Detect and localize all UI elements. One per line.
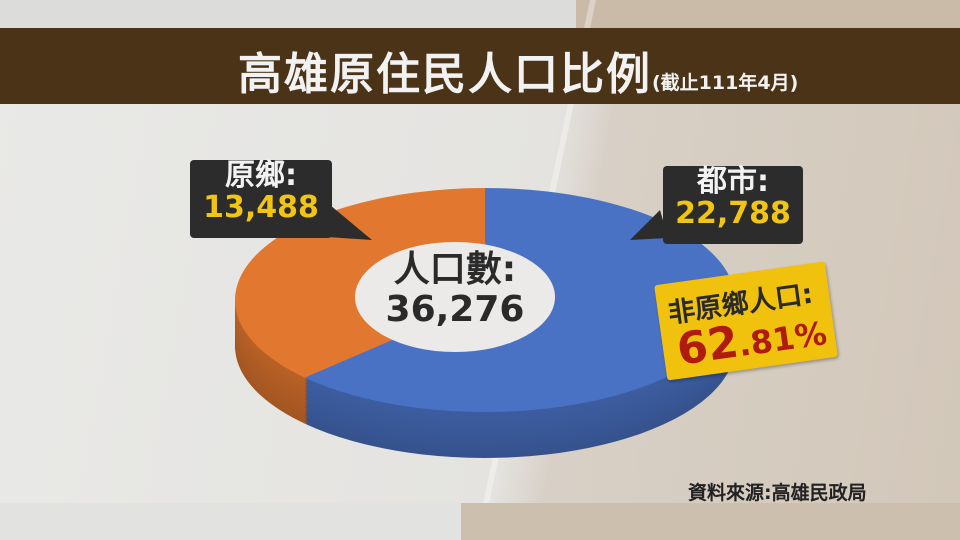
callout-urban: 都市: 22,788: [663, 166, 803, 244]
title-banner: [0, 28, 960, 104]
background-bottom: [0, 503, 960, 540]
title-text: 高雄原住民人口比例: [238, 49, 652, 100]
callout-pointer-urban: [630, 210, 668, 240]
total-title: 人口數:: [393, 249, 517, 290]
badge-value-major: 62: [673, 316, 742, 376]
total-label: 人口數: 36,276: [360, 250, 550, 329]
donut-hole: [355, 242, 555, 352]
value-rural: 13,488: [203, 189, 319, 225]
value-urban: 22,788: [675, 195, 791, 231]
subtitle: (截止111年4月): [652, 72, 799, 94]
page-title: 高雄原住民人口比例(截止111年4月): [238, 38, 798, 102]
label-rural: 原鄉:: [225, 158, 297, 193]
label-urban: 都市:: [697, 164, 769, 199]
source-text: 資料來源:高雄民政局: [688, 482, 867, 504]
total-value: 36,276: [385, 288, 525, 330]
callout-rural: 原鄉: 13,488: [190, 160, 332, 238]
background-top: [0, 0, 960, 28]
badge-value-minor: .81%: [735, 314, 830, 365]
